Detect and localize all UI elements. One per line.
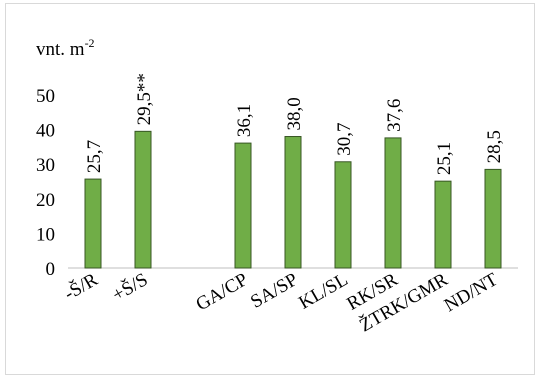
value-label: 25,7 [84, 140, 105, 173]
y-axis-label: vnt. m-2 [36, 36, 95, 60]
value-label: 36,1 [234, 104, 255, 137]
y-tick-label: 20 [36, 190, 55, 211]
value-label: 30,7 [334, 123, 355, 156]
bar [234, 142, 252, 269]
bar [434, 180, 452, 269]
y-axis-label-sup: -2 [85, 36, 95, 50]
value-label: 37,6 [384, 99, 405, 132]
y-tick-label: 0 [46, 259, 56, 280]
bar [384, 137, 402, 269]
value-label: 38,0 [284, 97, 305, 130]
y-tick-label: 10 [36, 224, 55, 245]
bar [284, 136, 302, 269]
value-label: 29,5** [134, 73, 155, 125]
bar [484, 168, 502, 269]
bar [334, 161, 352, 269]
y-tick-label: 50 [36, 86, 55, 107]
bar [134, 130, 152, 269]
y-tick-label: 40 [36, 121, 55, 142]
bar [84, 178, 102, 269]
value-label: 28,5 [484, 130, 505, 163]
value-label: 25,1 [434, 142, 455, 175]
y-tick-label: 30 [36, 155, 55, 176]
y-axis-label-main: vnt. m [36, 39, 85, 60]
